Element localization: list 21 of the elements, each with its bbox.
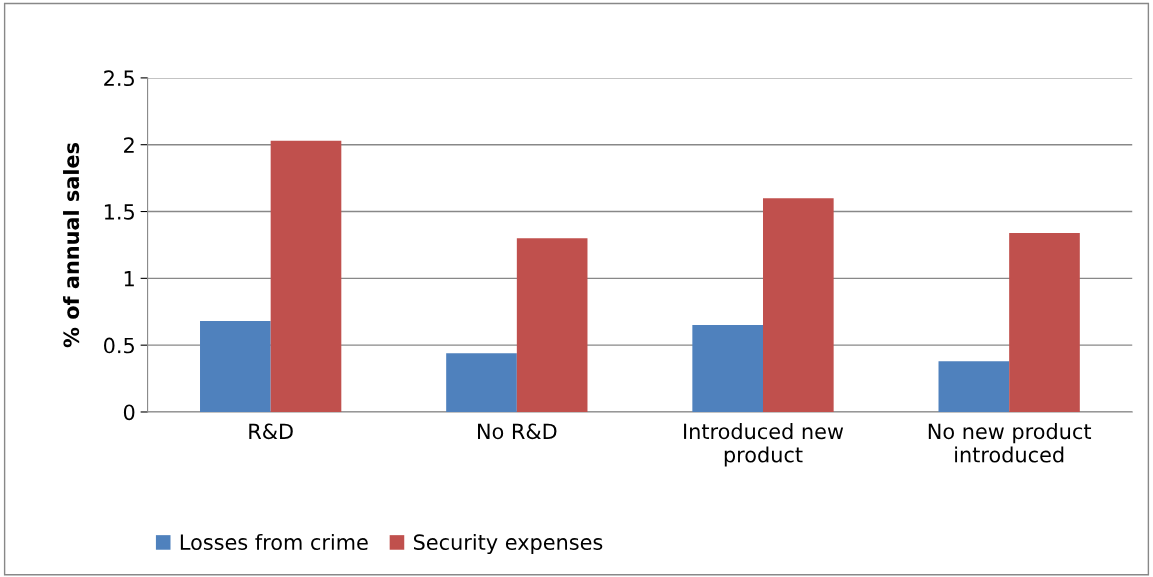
y-tick-label: 2.5 xyxy=(104,70,134,87)
y-tick-label: 1 xyxy=(124,271,134,287)
bar xyxy=(516,238,588,412)
legend-label: Security expenses xyxy=(413,533,603,555)
bar xyxy=(446,353,517,412)
bar xyxy=(270,140,342,412)
y-tick-label: 2 xyxy=(124,137,134,153)
bar xyxy=(692,325,763,412)
bar xyxy=(1009,232,1080,412)
x-tick-label: Introduced new product xyxy=(684,423,844,467)
y-tick-label: 1.5 xyxy=(104,204,134,220)
bar xyxy=(200,321,271,412)
legend-label: Losses from crime xyxy=(180,533,368,551)
y-tick-label: 0 xyxy=(123,404,135,421)
x-tick-label: No new product introduced xyxy=(928,423,1092,463)
y-axis-title: % of annual sales xyxy=(63,142,80,348)
bar xyxy=(763,198,834,412)
x-tick-label: No R&D xyxy=(478,423,557,440)
bar xyxy=(938,361,1010,412)
y-tick-label: 0.5 xyxy=(104,337,134,354)
x-tick-label: R&D xyxy=(249,423,293,440)
